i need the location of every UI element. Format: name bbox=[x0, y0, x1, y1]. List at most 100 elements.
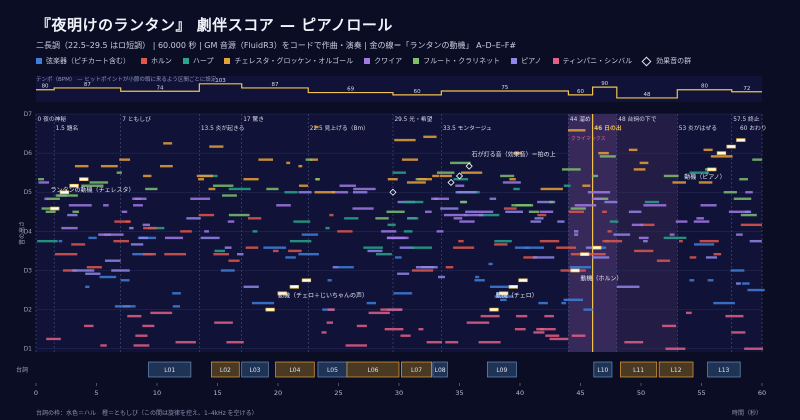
note bbox=[459, 220, 475, 223]
legend-swatch bbox=[413, 58, 420, 64]
legend-swatch bbox=[552, 58, 559, 64]
note bbox=[113, 239, 129, 243]
note bbox=[432, 174, 440, 178]
note bbox=[589, 252, 606, 256]
note bbox=[747, 288, 765, 292]
dialogue-box bbox=[593, 361, 613, 378]
note bbox=[380, 308, 403, 311]
motif-note bbox=[301, 278, 312, 283]
note bbox=[646, 249, 654, 253]
tempo-value: 74 bbox=[157, 85, 164, 91]
note bbox=[455, 184, 465, 187]
note bbox=[104, 259, 121, 262]
note bbox=[549, 337, 569, 341]
note bbox=[363, 246, 383, 249]
note bbox=[604, 200, 618, 204]
note bbox=[568, 210, 584, 214]
motif-note bbox=[707, 167, 717, 172]
section-label: 48 台詞の下で bbox=[618, 115, 656, 123]
note bbox=[228, 213, 250, 217]
footer-axis-note: 時間（秒） bbox=[731, 410, 762, 417]
legend-label: ティンパニ・シンバル bbox=[562, 57, 633, 65]
note bbox=[62, 269, 77, 272]
note bbox=[381, 230, 397, 233]
note bbox=[387, 223, 396, 227]
note bbox=[145, 187, 158, 191]
note bbox=[488, 262, 493, 266]
note bbox=[752, 158, 763, 161]
note bbox=[544, 314, 554, 318]
y-tick-label: D3 bbox=[24, 267, 33, 274]
y-tick-label: D7 bbox=[24, 111, 33, 118]
note bbox=[208, 187, 216, 191]
dialogue-label: L06 bbox=[367, 367, 378, 374]
note bbox=[132, 252, 153, 256]
annotation-label: 動機（ホルン） bbox=[581, 274, 623, 282]
note bbox=[45, 210, 56, 214]
note bbox=[160, 164, 173, 168]
note bbox=[58, 239, 63, 243]
note bbox=[337, 230, 353, 233]
legend-item: 効果音の群 bbox=[641, 56, 691, 66]
note bbox=[513, 151, 522, 155]
legend-label: ピアノ bbox=[521, 57, 542, 65]
legend-label: チェレスタ・グロッケン・オルゴール bbox=[234, 57, 354, 65]
note bbox=[703, 148, 713, 152]
note bbox=[411, 246, 432, 249]
note bbox=[345, 344, 367, 347]
note bbox=[121, 210, 128, 214]
note bbox=[587, 191, 611, 194]
x-tick-label: 60 bbox=[758, 389, 766, 397]
note bbox=[515, 204, 534, 207]
motif-note bbox=[69, 183, 79, 188]
note bbox=[418, 327, 424, 331]
tempo-value: 60 bbox=[414, 89, 421, 95]
note bbox=[426, 341, 442, 344]
note bbox=[631, 223, 644, 227]
note bbox=[68, 204, 92, 207]
dialogue-box bbox=[658, 361, 694, 378]
note bbox=[272, 249, 279, 253]
legend: 弦楽器（ピチカート含む） ホルン ハープ チェレスタ・グロッケン・オルゴール クワイア フ… bbox=[36, 56, 691, 66]
note bbox=[672, 181, 686, 184]
note bbox=[475, 275, 480, 279]
note bbox=[214, 249, 225, 253]
note bbox=[143, 226, 157, 230]
note bbox=[478, 341, 501, 344]
note bbox=[100, 344, 107, 347]
note bbox=[663, 236, 687, 240]
note bbox=[582, 184, 591, 187]
note bbox=[591, 256, 610, 259]
motif-note bbox=[592, 245, 602, 250]
legend-label: ホルン bbox=[151, 57, 172, 65]
note bbox=[723, 191, 737, 194]
note bbox=[740, 223, 763, 227]
x-tick-label: 40 bbox=[516, 389, 524, 397]
note bbox=[387, 236, 406, 240]
dialogue-box bbox=[275, 361, 315, 378]
note bbox=[749, 239, 762, 243]
note bbox=[41, 207, 51, 210]
note bbox=[228, 259, 240, 262]
note bbox=[514, 327, 526, 331]
note bbox=[67, 213, 78, 217]
note bbox=[549, 200, 554, 204]
dialogue-label: L04 bbox=[289, 367, 300, 374]
note bbox=[38, 178, 45, 181]
note bbox=[494, 295, 514, 298]
note bbox=[288, 249, 302, 253]
note bbox=[85, 272, 101, 275]
note bbox=[735, 282, 741, 285]
note bbox=[689, 279, 695, 282]
note bbox=[465, 210, 477, 214]
note bbox=[142, 324, 155, 328]
motif-note bbox=[570, 268, 580, 273]
note bbox=[247, 217, 262, 220]
note bbox=[88, 236, 97, 240]
legend-swatch bbox=[364, 58, 371, 64]
note bbox=[537, 213, 547, 217]
note bbox=[725, 314, 744, 318]
legend-item: ピアノ bbox=[511, 56, 542, 66]
note bbox=[453, 178, 469, 181]
note bbox=[745, 191, 753, 194]
